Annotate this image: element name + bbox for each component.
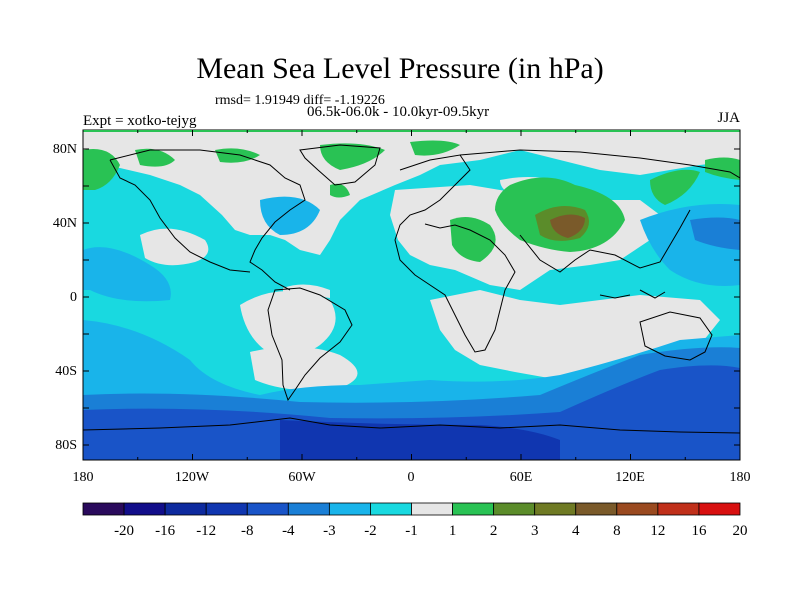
colorbar-swatch xyxy=(246,502,289,516)
lat-label: 40S xyxy=(55,364,77,379)
colorbar-label: 16 xyxy=(691,523,707,539)
colorbar-label: 8 xyxy=(613,523,621,539)
lon-label: 120W xyxy=(175,470,210,485)
lon-label: 180 xyxy=(73,470,94,485)
colorbar-swatch xyxy=(411,502,453,516)
colorbar-swatch xyxy=(698,502,741,516)
lon-label: 180 xyxy=(730,470,751,485)
colorbar-swatch xyxy=(82,502,125,516)
deep-blue-regions xyxy=(280,420,560,460)
colorbar-label: 2 xyxy=(490,523,498,539)
lat-label: 40N xyxy=(53,216,77,231)
colorbar-label: 20 xyxy=(733,523,748,539)
colorbar-swatch xyxy=(616,502,659,516)
lat-label: 80N xyxy=(53,142,77,157)
lon-label: 60W xyxy=(288,470,316,485)
colorbar-swatch xyxy=(534,502,577,516)
colorbar-label: 12 xyxy=(650,523,665,539)
colorbar-label: -2 xyxy=(364,523,377,539)
colorbar-swatch xyxy=(328,502,371,516)
colorbar-swatch xyxy=(370,502,412,516)
lat-label: 80S xyxy=(55,438,77,453)
lat-label: 0 xyxy=(70,290,77,305)
colorbar-swatch xyxy=(205,502,248,516)
neutral-regions xyxy=(83,130,740,391)
colorbar-label: -4 xyxy=(282,523,295,539)
colorbar-swatch xyxy=(164,502,207,516)
colorbar-label: -16 xyxy=(155,523,175,539)
colorbar-label: -8 xyxy=(241,523,254,539)
lon-label: 60E xyxy=(510,470,533,485)
season-label: JJA xyxy=(717,110,740,126)
coastlines xyxy=(83,144,740,434)
colorbar-swatch xyxy=(657,502,700,516)
lon-label: 0 xyxy=(408,470,415,485)
blue-regions xyxy=(83,365,740,460)
colorbar-label: -12 xyxy=(196,523,216,539)
stats-label: rmsd= 1.91949 diff= -1.19226 xyxy=(215,93,385,108)
plot-title: Mean Sea Level Pressure (in hPa) xyxy=(196,52,604,85)
colorbar-label: -3 xyxy=(323,523,336,539)
colorbar-swatch xyxy=(575,502,618,516)
colorbar-label: 4 xyxy=(572,523,580,539)
period-label: 06.5k-06.0k - 10.0kyr-09.5kyr xyxy=(307,104,490,120)
latitude-axis: 80N 40N 0 40S 80S xyxy=(53,142,77,453)
colorbar-label: 1 xyxy=(449,523,457,539)
colorbar-swatch xyxy=(123,502,166,516)
longitude-axis: 180 120W 60W 0 60E 120E 180 xyxy=(73,470,751,485)
colorbar-label: 3 xyxy=(531,523,539,539)
colorbar: -20 -16 -12 -8 -4 -3 -2 -1 1 2 3 4 8 12 16 20 xyxy=(82,502,748,539)
experiment-label: Expt = xotko-tejyg xyxy=(83,113,197,129)
colorbar-label: -20 xyxy=(114,523,134,539)
axis-ticks xyxy=(82,130,741,460)
colorbar-swatch xyxy=(452,502,495,516)
lon-label: 120E xyxy=(615,470,645,485)
colorbar-swatch xyxy=(287,502,330,516)
colorbar-label: -1 xyxy=(405,523,418,539)
colorbar-swatch xyxy=(493,502,536,516)
brown-core xyxy=(550,214,585,238)
